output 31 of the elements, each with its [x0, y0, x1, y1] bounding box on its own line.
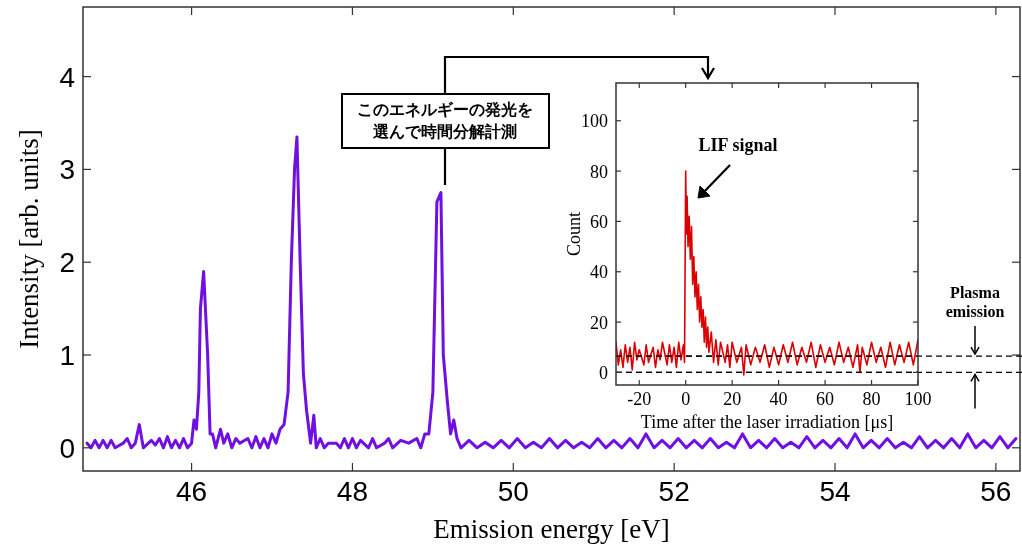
x-tick-label: 54: [819, 476, 851, 507]
y-tick-label: 4: [59, 61, 75, 93]
x-tick-label: 52: [658, 476, 690, 507]
y-tick-label: 60: [590, 211, 608, 232]
x-axis-title: Time after the laser irradiation [μs]: [640, 412, 894, 432]
x-tick-label: 20: [723, 389, 742, 409]
x-tick-label: 56: [980, 476, 1012, 507]
y-tick-label: 2: [59, 247, 75, 279]
x-tick-label: 46: [176, 476, 208, 507]
x-tick-label: 40: [769, 389, 788, 409]
annotation: Plasma emission: [945, 284, 1005, 320]
x-tick-label: 0: [681, 389, 691, 409]
y-tick-label: 0: [599, 362, 608, 383]
x-tick-label: 80: [862, 389, 881, 409]
x-tick-label: 100: [904, 389, 932, 409]
y-tick-label: 100: [581, 111, 608, 132]
x-tick-label: 48: [336, 476, 369, 507]
y-tick-label: 40: [590, 262, 608, 283]
y-tick-label: 0: [59, 432, 75, 464]
y-axis-title: Count: [564, 211, 584, 257]
x-tick-label: 50: [497, 476, 529, 507]
annotation: このエネルギーの発光を選んで時間分解計測: [340, 93, 550, 149]
x-tick-label: -20: [627, 389, 652, 409]
y-tick-label: 20: [590, 312, 608, 333]
y-tick-label: 3: [59, 154, 75, 186]
x-tick-label: 60: [816, 389, 835, 409]
y-tick-label: 80: [590, 161, 608, 182]
y-tick-label: 1: [59, 340, 75, 372]
y-axis-title: Intensity [arb. units]: [14, 129, 44, 349]
annotation: LIF signal: [698, 135, 778, 155]
x-axis-title: Emission energy [eV]: [433, 514, 670, 544]
